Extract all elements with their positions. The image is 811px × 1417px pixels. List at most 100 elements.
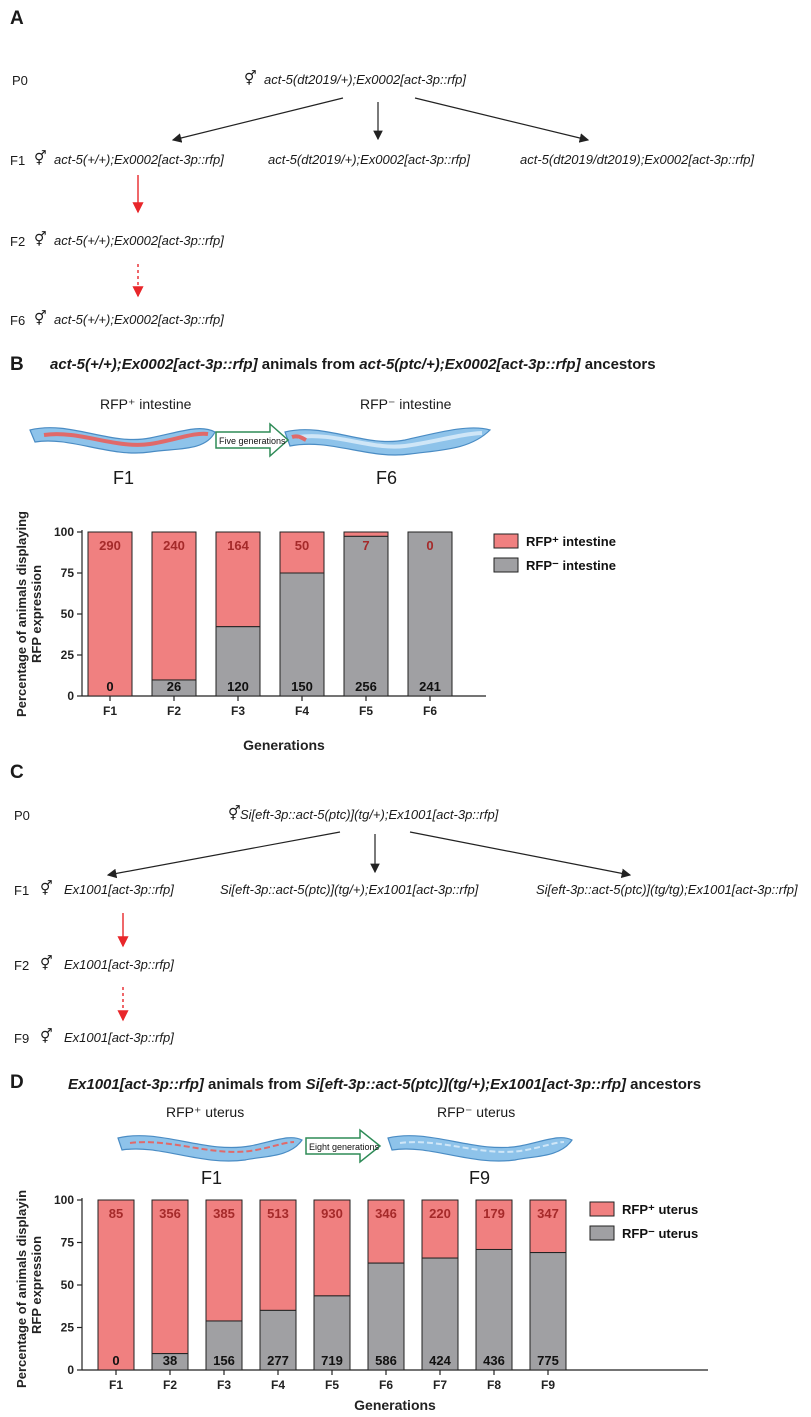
- hermaphrodite-icon: ⚥: [34, 150, 47, 166]
- bar-negative: [343, 535, 389, 697]
- y-tick-label: 100: [54, 525, 74, 539]
- panel-letter-c: C: [10, 762, 24, 783]
- x-tick-label: F2: [167, 704, 181, 718]
- generation-label-p0: P0: [12, 73, 28, 88]
- x-tick-label: F5: [359, 704, 373, 718]
- arrow-left: [106, 831, 341, 879]
- data-label-negative: 277: [267, 1353, 289, 1368]
- bar-positive: [313, 1199, 351, 1297]
- data-label-positive: 240: [163, 538, 185, 553]
- worm-illustration-b: Five generations: [29, 422, 492, 458]
- x-tick-label: F8: [487, 1378, 501, 1392]
- data-label-negative: 150: [291, 679, 313, 694]
- worm-left-label: RFP⁺ intestine: [100, 396, 192, 412]
- bar-negative: [215, 626, 261, 697]
- data-label-positive: 346: [375, 1206, 397, 1221]
- worm-left-label: RFP⁺ uterus: [166, 1104, 245, 1120]
- genotype-f1-middle: act-5(dt2019/+);Ex0002[act-3p::rfp]: [268, 152, 470, 167]
- y-tick-label: 75: [61, 1236, 75, 1250]
- y-axis-label: Percentage of animals displayingRFP expr…: [14, 511, 44, 717]
- bar-positive: [215, 531, 261, 628]
- data-label-negative: 775: [537, 1353, 559, 1368]
- x-tick-label: F1: [103, 704, 117, 718]
- data-label-negative: 156: [213, 1353, 235, 1368]
- data-label-positive: 85: [109, 1206, 123, 1221]
- intestine-red: [43, 431, 209, 447]
- bar-negative: [313, 1295, 351, 1371]
- x-tick-label: F6: [423, 704, 437, 718]
- worm-f1: [117, 1135, 303, 1162]
- x-tick-label: F3: [217, 1378, 231, 1392]
- worm-left-generation: F1: [113, 468, 135, 488]
- data-label-negative: 436: [483, 1353, 505, 1368]
- legend-swatch: [493, 533, 519, 549]
- y-tick-label: 25: [61, 1321, 75, 1335]
- data-label-positive: 356: [159, 1206, 181, 1221]
- x-tick-label: F7: [433, 1378, 447, 1392]
- bar-positive: [343, 531, 389, 537]
- data-label-positive: 7: [362, 538, 369, 553]
- generation-label-f1: F1: [10, 153, 26, 168]
- generation-label-f9: F9: [14, 1031, 30, 1046]
- data-label-negative: 0: [106, 679, 113, 694]
- lineage-arrows-a: [132, 97, 590, 298]
- bar-positive: [205, 1199, 243, 1322]
- y-tick-label: 25: [61, 648, 75, 662]
- y-tick-label: 50: [61, 607, 75, 621]
- bar-positive: [529, 1199, 567, 1254]
- x-tick-label: F4: [271, 1378, 285, 1392]
- data-label-negative: 0: [112, 1353, 119, 1368]
- worm-illustration-d: Eight generations: [117, 1128, 573, 1164]
- data-label-positive: 220: [429, 1206, 451, 1221]
- hermaphrodite-icon: ⚥: [40, 880, 53, 896]
- bar-positive: [151, 531, 197, 681]
- data-label-positive: 347: [537, 1206, 559, 1221]
- generation-label-p0: P0: [14, 808, 30, 823]
- chart-b: 0 25 50 75 100 Percentage of animals displayi…: [14, 511, 616, 753]
- legend-swatch: [589, 1225, 615, 1241]
- bar-positive: [87, 531, 133, 697]
- genotype-f1-left: Ex1001[act-3p::rfp]: [64, 882, 174, 897]
- worm-f1: [29, 427, 216, 454]
- bar-positive: [97, 1199, 135, 1371]
- worm-left-generation: F1: [201, 1168, 223, 1188]
- panel-d-title: Ex1001[act-3p::rfp] animals from Si[eft-…: [68, 1076, 702, 1093]
- y-tick-label: 50: [61, 1278, 75, 1292]
- generation-label-f6: F6: [10, 313, 26, 328]
- chart-d: 0 25 50 75 100 Percentage of animals displayi…: [14, 1190, 708, 1413]
- data-label-positive: 385: [213, 1206, 235, 1221]
- worm-f6: [284, 427, 492, 456]
- hermaphrodite-icon: ⚥: [34, 231, 47, 247]
- y-tick-label: 100: [54, 1193, 74, 1207]
- green-arrow: [305, 1128, 382, 1164]
- genotype-f6: act-5(+/+);Ex0002[act-3p::rfp]: [54, 312, 224, 327]
- arrow-left: [171, 97, 344, 143]
- bar-negative: [367, 1262, 405, 1371]
- legend-label: RFP⁺ intestine: [526, 534, 616, 549]
- legend-label: RFP⁻ intestine: [526, 558, 616, 573]
- generation-label-f1: F1: [14, 883, 30, 898]
- genotype-f9: Ex1001[act-3p::rfp]: [64, 1030, 174, 1045]
- data-label-negative: 719: [321, 1353, 343, 1368]
- bar-negative: [407, 531, 453, 697]
- arrow-text: Eight generations: [309, 1142, 380, 1152]
- legend-label: RFP⁺ uterus: [622, 1202, 698, 1217]
- y-tick-label: 0: [67, 689, 74, 703]
- panel-letter-a: A: [10, 8, 24, 29]
- data-label-positive: 164: [227, 538, 249, 553]
- data-label-negative: 38: [163, 1353, 177, 1368]
- worm-right-label: RFP⁻ uterus: [437, 1104, 516, 1120]
- bar-negative: [259, 1309, 297, 1371]
- genotype-f2: act-5(+/+);Ex0002[act-3p::rfp]: [54, 233, 224, 248]
- data-label-negative: 120: [227, 679, 249, 694]
- data-label-positive: 930: [321, 1206, 343, 1221]
- hermaphrodite-icon: ⚥: [40, 955, 53, 971]
- bar-positive: [279, 531, 325, 574]
- worm-right-label: RFP⁻ intestine: [360, 396, 452, 412]
- data-label-negative: 256: [355, 679, 377, 694]
- legend-label: RFP⁻ uterus: [622, 1226, 698, 1241]
- arrow-text: Five generations: [219, 436, 286, 446]
- x-tick-label: F1: [109, 1378, 123, 1392]
- bar-negative: [529, 1252, 567, 1371]
- hermaphrodite-icon: ⚥: [40, 1028, 53, 1044]
